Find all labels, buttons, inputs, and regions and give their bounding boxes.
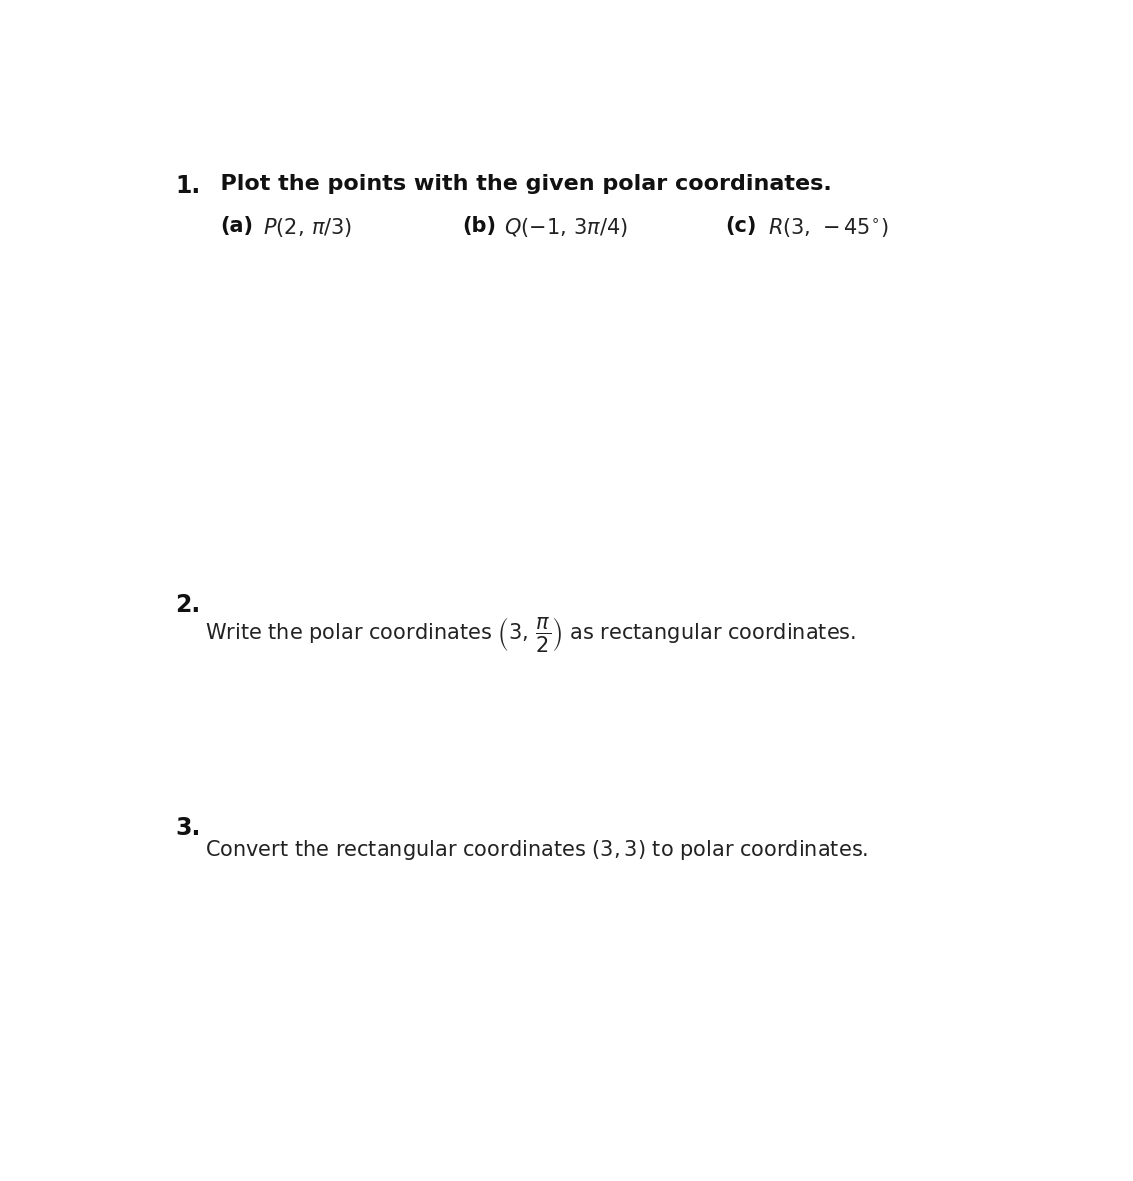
Text: Convert the rectangular coordinates $(3,3)$ to polar coordinates.: Convert the rectangular coordinates $(3,…: [205, 839, 868, 862]
Text: (c): (c): [725, 216, 757, 236]
Text: 1.: 1.: [174, 175, 201, 198]
Text: Plot the points with the given polar coordinates.: Plot the points with the given polar coo…: [205, 175, 832, 195]
Text: $R(3,\,-45^{\circ})$: $R(3,\,-45^{\circ})$: [768, 216, 888, 240]
Text: $Q(-1,\,3\pi/4)$: $Q(-1,\,3\pi/4)$: [504, 216, 628, 240]
Text: (b): (b): [462, 216, 496, 236]
Text: 3.: 3.: [174, 816, 201, 841]
Text: 2.: 2.: [174, 593, 201, 616]
Text: (a): (a): [221, 216, 254, 236]
Text: $P(2,\,\pi/3)$: $P(2,\,\pi/3)$: [263, 216, 352, 240]
Text: Write the polar coordinates $\left(3,\,\dfrac{\pi}{2}\right)$ as rectangular coo: Write the polar coordinates $\left(3,\,\…: [205, 614, 857, 653]
